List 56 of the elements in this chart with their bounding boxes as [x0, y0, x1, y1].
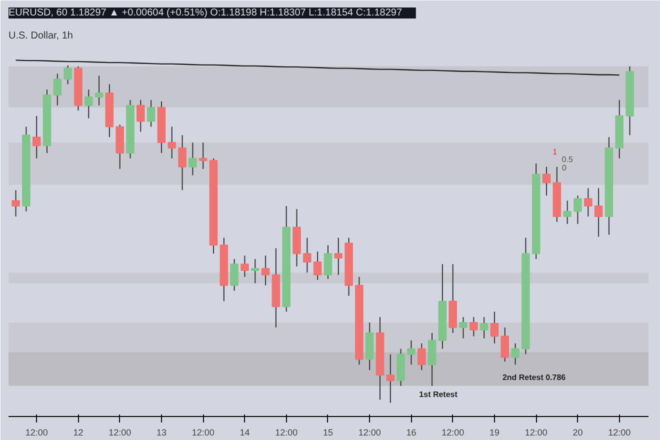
candlestick [261, 255, 270, 286]
candlestick [511, 342, 520, 366]
candlestick [230, 258, 238, 292]
candlestick [136, 100, 145, 132]
candlestick [84, 89, 93, 119]
candlestick [53, 73, 62, 106]
annotation: 1 [552, 147, 558, 156]
candlestick [500, 327, 510, 362]
candlestick [490, 311, 499, 344]
candlestick [94, 75, 104, 106]
candlestick [64, 64, 72, 85]
candlestick [313, 251, 322, 280]
annotation: 0.5 [562, 155, 574, 164]
candlestick [470, 316, 478, 337]
candlestick [12, 190, 20, 217]
candlestick [407, 340, 416, 366]
x-tick-label: 12:00 [192, 428, 214, 438]
candlestick [334, 237, 343, 276]
candlestick [417, 342, 426, 371]
x-tick-label: 14 [240, 428, 250, 438]
x-tick-label: 19 [489, 428, 500, 438]
candlestick [198, 142, 208, 170]
chart-title: EURUSD, 60 1.18297 ▲ +0.00604 (+0.51%) O:1.18198 H:1.18307 L:1.18154 C:1.18297 [8, 8, 402, 18]
candlestick [542, 166, 551, 196]
candlestick [146, 100, 156, 128]
x-tick-label: 12:00 [524, 428, 548, 438]
candlestick [563, 200, 572, 224]
candlestick [584, 188, 592, 217]
x-tick-label: 16 [406, 428, 416, 438]
x-tick-label: 12:00 [442, 428, 464, 438]
x-tick-label: 12:00 [25, 428, 48, 438]
annotation: 0 [562, 164, 567, 173]
x-tick-label: 15 [322, 428, 333, 438]
x-tick-label: 12:00 [608, 428, 631, 438]
candlestick [459, 316, 468, 339]
candlestick [324, 244, 332, 280]
candlestick [303, 237, 312, 274]
candlestick [386, 354, 395, 404]
candlestick [250, 258, 260, 284]
annotation: 1st Retest [419, 390, 458, 399]
x-tick-label: 12:00 [358, 428, 381, 438]
candlestick [168, 126, 176, 159]
x-tick-label: 12:00 [108, 428, 132, 438]
x-tick-label: 12:00 [275, 428, 298, 438]
candlestick [594, 188, 603, 238]
x-tick-label: 12 [73, 428, 84, 438]
candlestick [32, 115, 41, 159]
x-tick-label: 20 [572, 428, 583, 438]
x-tick-label: 13 [156, 428, 166, 438]
candlestick [178, 134, 186, 191]
chart-subtitle: U.S. Dollar, 1h [8, 30, 73, 42]
candlestick [240, 255, 249, 278]
candlestick [480, 316, 488, 339]
candlestick [188, 142, 197, 176]
annotation: 2nd Retest 0.786 [502, 372, 566, 382]
candlestick [574, 195, 582, 224]
